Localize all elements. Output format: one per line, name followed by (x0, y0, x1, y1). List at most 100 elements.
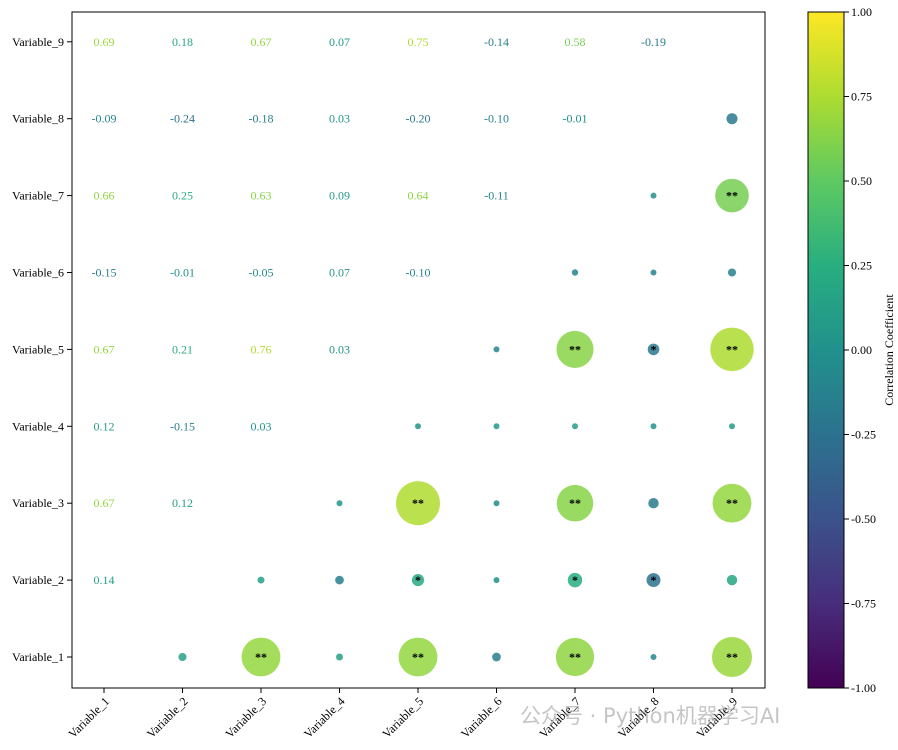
correlation-value-label: -0.10 (484, 112, 509, 126)
correlation-circle (398, 637, 438, 677)
correlation-value-label: 0.03 (251, 419, 272, 433)
correlation-value-label: -0.09 (92, 112, 117, 126)
y-tick-label: Variable_2 (12, 573, 64, 587)
correlation-value-label: 0.25 (172, 189, 193, 203)
correlation-value-label: 0.64 (408, 189, 429, 203)
correlation-value-label: 0.07 (329, 266, 350, 280)
correlation-value-label: -0.05 (249, 266, 274, 280)
correlation-circle (572, 423, 578, 430)
correlation-circle (726, 113, 738, 125)
correlation-circle (727, 268, 737, 277)
correlation-value-label: 0.07 (329, 35, 350, 49)
colorbar-tick-label: -0.75 (851, 597, 876, 611)
colorbar-tick-label: -0.50 (851, 512, 876, 526)
correlation-value-label: -0.01 (170, 266, 195, 280)
correlation-circle (712, 483, 752, 523)
significance-marker: * (651, 342, 657, 356)
y-tick-label: Variable_4 (12, 419, 64, 433)
significance-marker: ** (255, 650, 267, 664)
x-tick-label: Variable_1 (65, 694, 112, 741)
significance-marker: ** (726, 189, 738, 203)
correlation-value-label: -0.01 (563, 112, 588, 126)
correlation-circle (493, 423, 500, 430)
significance-marker: ** (569, 342, 581, 356)
correlation-value-label: 0.67 (94, 342, 115, 356)
correlation-circle (335, 575, 344, 585)
colorbar-tick-label: 0.00 (851, 343, 872, 357)
correlation-circle (257, 576, 265, 584)
correlation-value-label: 0.76 (251, 342, 272, 356)
significance-marker: ** (569, 650, 581, 664)
colorbar-label: Correlation Coefficient (882, 294, 896, 406)
correlation-value-label: 0.03 (329, 342, 350, 356)
correlation-circle (556, 484, 594, 522)
correlation-value-label: -0.15 (92, 266, 117, 280)
correlation-circle (715, 178, 749, 213)
correlation-value-label: 0.58 (565, 35, 586, 49)
correlation-circle (336, 653, 343, 661)
significance-marker: ** (412, 496, 424, 510)
plot-area: Variable_1 Variable_1 Variable_2 Variable_2… (12, 11, 766, 741)
y-tick-label: Variable_9 (12, 35, 64, 49)
correlation-circle (411, 574, 425, 587)
x-tick-label: Variable_6 (458, 694, 505, 741)
significance-marker: ** (726, 650, 738, 664)
y-tick-label: Variable_5 (12, 342, 64, 356)
correlation-value-label: 0.03 (329, 112, 350, 126)
correlation-circle (178, 652, 187, 662)
correlation-value-label: -0.14 (484, 35, 509, 49)
colorbar-tick-label: 0.50 (851, 174, 872, 188)
correlation-value-label: -0.10 (406, 266, 431, 280)
correlation-circle (556, 330, 594, 368)
y-tick-label: Variable_8 (12, 112, 64, 126)
y-tick-label: Variable_3 (12, 496, 64, 510)
correlation-circle (493, 577, 500, 584)
correlation-circle (650, 192, 657, 199)
colorbar-tick-label: -0.25 (851, 428, 876, 442)
x-tick-label: Variable_3 (222, 694, 269, 741)
correlation-circle (650, 269, 657, 276)
watermark: 公众号 · Python机器学习AI (520, 704, 781, 728)
colorbar-tick-label: 0.25 (851, 259, 872, 273)
correlation-value-label: 0.75 (408, 35, 429, 49)
correlation-circle (646, 573, 661, 588)
significance-marker: * (572, 573, 578, 587)
correlation-circle (711, 636, 753, 678)
significance-marker: ** (412, 650, 424, 664)
correlation-circle (648, 497, 659, 509)
correlation-value-label: 0.12 (94, 419, 115, 433)
colorbar-tick-label: 0.75 (851, 90, 872, 104)
correlation-circle (492, 652, 501, 662)
correlation-value-label: 0.09 (329, 189, 350, 203)
x-tick-label: Variable_2 (144, 694, 191, 741)
colorbar-gradient (807, 11, 845, 689)
correlation-value-label: 0.67 (94, 496, 115, 510)
correlation-value-label: 0.67 (251, 35, 272, 49)
correlation-value-label: 0.12 (172, 496, 193, 510)
correlation-value-label: 0.21 (172, 342, 193, 356)
correlation-circle (710, 327, 754, 372)
correlation-circle (571, 269, 579, 276)
x-tick-label: Variable_5 (379, 694, 426, 741)
correlation-circle (567, 572, 583, 588)
y-tick-label: Variable_6 (12, 266, 64, 280)
correlation-value-label: -0.18 (249, 112, 274, 126)
correlation-circle (493, 346, 500, 353)
correlation-circle (729, 423, 735, 430)
y-tick-label: Variable_7 (12, 189, 64, 203)
correlation-value-label: -0.20 (406, 112, 431, 126)
correlation-circle (336, 500, 343, 507)
colorbar-tick-label: 1.00 (851, 5, 872, 19)
colorbar: 1.00 0.75 0.50 0.25 0.00 -0.25 -0.50 -0.75 -1.00… (807, 5, 896, 695)
correlation-value-label: 0.18 (172, 35, 193, 49)
correlation-circle (647, 343, 660, 356)
correlation-circle (415, 423, 421, 430)
correlation-value-label: 0.66 (94, 189, 115, 203)
significance-marker: * (415, 573, 421, 587)
correlation-value-label: -0.24 (170, 112, 195, 126)
correlation-value-label: 0.63 (251, 189, 272, 203)
correlation-circle (493, 500, 500, 507)
correlation-circle (241, 637, 281, 677)
correlation-value-label: 0.69 (94, 35, 115, 49)
